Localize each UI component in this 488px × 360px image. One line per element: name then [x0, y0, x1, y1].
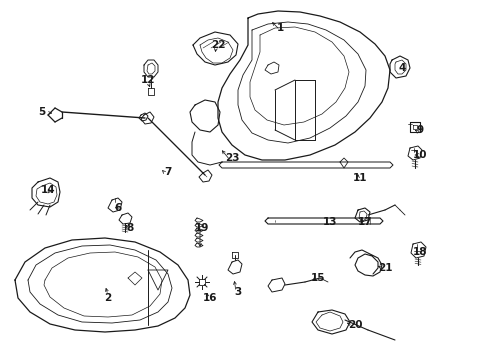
- Text: 8: 8: [126, 223, 133, 233]
- Text: 13: 13: [322, 217, 337, 227]
- Text: 4: 4: [398, 63, 405, 73]
- Text: 1: 1: [276, 23, 283, 33]
- Text: 2: 2: [104, 293, 111, 303]
- Text: 23: 23: [224, 153, 239, 163]
- Text: 22: 22: [210, 40, 225, 50]
- Text: 17: 17: [357, 217, 371, 227]
- Text: 12: 12: [141, 75, 155, 85]
- Text: 9: 9: [416, 125, 423, 135]
- Text: 21: 21: [377, 263, 391, 273]
- Text: 6: 6: [114, 203, 122, 213]
- Text: 7: 7: [164, 167, 171, 177]
- Text: 10: 10: [412, 150, 427, 160]
- Text: 18: 18: [412, 247, 427, 257]
- Text: 19: 19: [194, 223, 209, 233]
- Text: 3: 3: [234, 287, 241, 297]
- Text: 11: 11: [352, 173, 366, 183]
- Text: 16: 16: [203, 293, 217, 303]
- Text: 15: 15: [310, 273, 325, 283]
- Text: 20: 20: [347, 320, 362, 330]
- Text: 14: 14: [41, 185, 55, 195]
- Text: 5: 5: [38, 107, 45, 117]
